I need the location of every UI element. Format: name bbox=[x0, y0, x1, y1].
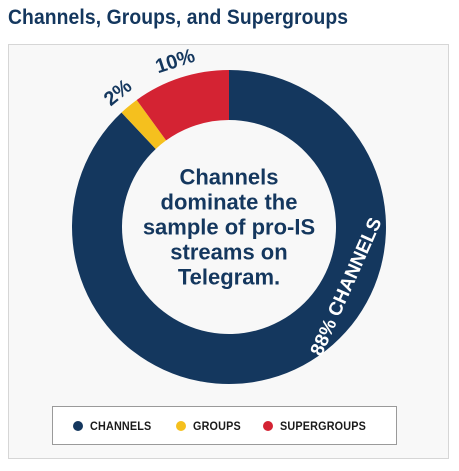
legend-item-channels: CHANNELS bbox=[73, 419, 158, 433]
center-text-line-2: dominate the bbox=[161, 190, 298, 215]
legend-swatch-groups bbox=[175, 420, 186, 431]
legend-swatch-supergroups bbox=[262, 420, 273, 431]
legend-label-supergroups: SUPERGROUPS bbox=[279, 418, 366, 433]
legend-item-groups: GROUPS bbox=[175, 418, 246, 433]
chart-legend: CHANNELS GROUPS SUPERGROUPS bbox=[52, 406, 397, 445]
center-text-line-5: Telegram. bbox=[178, 265, 280, 290]
donut-slices bbox=[71, 70, 386, 384]
center-text-line-1: Channels bbox=[179, 165, 278, 190]
slice-supergroups bbox=[136, 70, 229, 141]
center-text-line-4: streams on bbox=[170, 240, 287, 265]
slice-groups bbox=[121, 99, 167, 150]
legend-label-groups: GROUPS bbox=[192, 418, 241, 433]
page-title: Channels, Groups, and Supergroups bbox=[8, 6, 349, 29]
legend-item-supergroups: SUPERGROUPS bbox=[262, 418, 376, 433]
slice-channels bbox=[71, 70, 386, 384]
center-text-line-3: sample of pro-IS bbox=[143, 215, 315, 240]
legend-label-channels: CHANNELS bbox=[90, 418, 152, 433]
legend-swatch-channels bbox=[73, 420, 84, 431]
data-label-supergroups: 10% bbox=[153, 45, 198, 78]
